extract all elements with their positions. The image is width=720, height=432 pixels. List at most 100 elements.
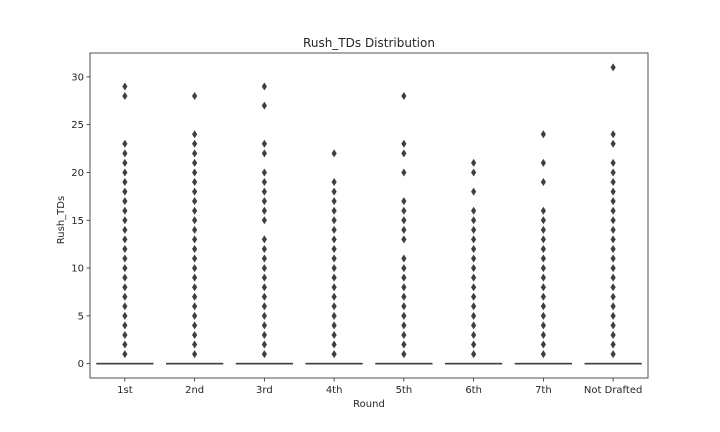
outlier-point [122,187,128,196]
outlier-point [471,206,477,215]
x-tick-label: Not Drafted [584,385,642,396]
outlier-point [261,292,267,301]
outlier-point [331,321,337,330]
outlier-point [261,340,267,349]
outlier-point [401,340,407,349]
outlier-point [192,225,198,234]
outlier-point [610,235,616,244]
outlier-point [122,340,128,349]
outlier-point [540,321,546,330]
outlier-point [610,216,616,225]
outlier-point [401,283,407,292]
outlier-point [122,350,128,359]
outlier-point [122,206,128,215]
outlier-point [610,311,616,320]
outlier-point [471,254,477,263]
outlier-point [261,254,267,263]
outlier-point [540,311,546,320]
outlier-point [540,254,546,263]
outlier-point [122,158,128,167]
outlier-point [192,330,198,339]
outlier-point [331,197,337,206]
outlier-point [471,244,477,253]
outlier-point [610,340,616,349]
outlier-point [122,92,128,101]
outlier-point [540,158,546,167]
outlier-point [192,92,198,101]
outlier-point [610,206,616,215]
outlier-point [192,244,198,253]
axes: 0 5 10 15 20 25 30 1st 2nd 3rd 4th 5th 6th 7th Not Dra… [71,52,649,396]
outlier-point [261,264,267,273]
outlier-point [331,178,337,187]
outlier-point [331,350,337,359]
outlier-point [192,311,198,320]
outlier-point [540,206,546,215]
outlier-point [192,292,198,301]
outlier-point [401,330,407,339]
x-tick-label: 5th [396,385,413,396]
outlier-point [261,244,267,253]
box-group [375,92,433,365]
outlier-point [610,187,616,196]
outlier-point [540,130,546,139]
outlier-point [192,130,198,139]
outlier-point [122,139,128,148]
outlier-point [122,178,128,187]
outlier-point [471,187,477,196]
box-group [514,130,573,365]
outlier-point [192,206,198,215]
outlier-point [331,283,337,292]
outlier-point [331,225,337,234]
outlier-point [471,340,477,349]
chart-title: Rush_TDs Distribution [303,36,435,50]
outlier-point [261,273,267,282]
outlier-point [610,178,616,187]
outlier-point [192,254,198,263]
outlier-point [471,292,477,301]
outlier-point [401,139,407,148]
outlier-point [471,350,477,359]
outlier-point [471,330,477,339]
outlier-point [331,330,337,339]
x-axis-label: Round [353,399,385,410]
outlier-point [261,139,267,148]
outlier-point [261,311,267,320]
outlier-point [192,178,198,187]
box-group [235,82,294,365]
outlier-point [192,273,198,282]
outlier-point [331,264,337,273]
outlier-point [331,244,337,253]
outlier-point [401,235,407,244]
outlier-point [331,292,337,301]
outlier-point [540,244,546,253]
outlier-point [401,311,407,320]
outlier-point [122,225,128,234]
outlier-point [261,178,267,187]
outlier-point [540,292,546,301]
box-group [305,149,363,365]
outlier-point [122,149,128,158]
outlier-point [331,273,337,282]
outlier-point [192,264,198,273]
outlier-point [610,63,616,72]
outlier-point [192,235,198,244]
outlier-point [261,283,267,292]
outlier-point [331,149,337,158]
outlier-point [261,149,267,158]
outlier-point [261,350,267,359]
outlier-point [610,254,616,263]
outlier-point [401,92,407,101]
outlier-point [122,82,128,91]
outlier-point [122,292,128,301]
outlier-point [331,235,337,244]
outlier-point [122,168,128,177]
y-tick-label: 30 [71,72,84,83]
outlier-point [122,244,128,253]
outlier-point [261,235,267,244]
outlier-point [540,178,546,187]
outlier-point [540,225,546,234]
outlier-point [471,321,477,330]
outlier-point [610,168,616,177]
outlier-point [540,235,546,244]
